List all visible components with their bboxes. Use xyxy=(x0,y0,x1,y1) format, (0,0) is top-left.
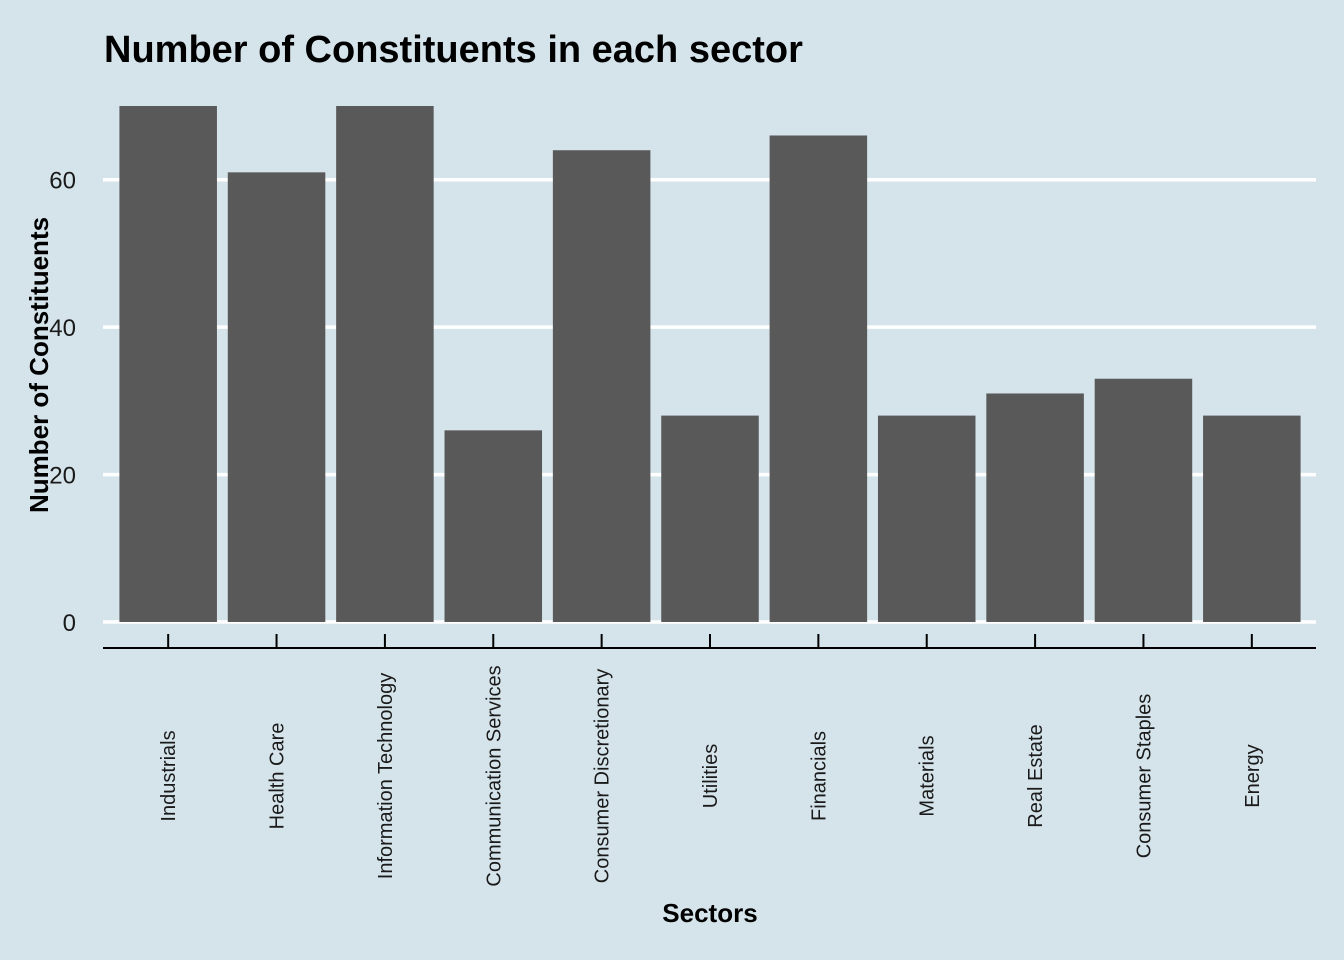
x-tick-label: Consumer Discretionary xyxy=(592,669,614,884)
x-ticks: Industrials Health Care Information Techno… xyxy=(158,634,1264,887)
x-axis: Industrials Health Care Information Techno… xyxy=(103,634,1316,887)
bar-utilities xyxy=(661,415,759,622)
bar-communication-services xyxy=(444,430,543,622)
x-tick-label: Energy xyxy=(1242,744,1264,807)
x-tick-label: Communication Services xyxy=(483,665,505,886)
bars xyxy=(119,106,1301,623)
x-axis-title: Sectors xyxy=(662,898,757,928)
bar-consumer-discretionary xyxy=(552,150,651,622)
y-axis: 0 20 40 60 xyxy=(49,168,76,637)
bar-financials xyxy=(769,135,868,622)
x-tick-label: Utilities xyxy=(700,744,722,808)
x-tick-label: Materials xyxy=(917,735,939,816)
bar-information-technology xyxy=(336,106,434,622)
x-tick-label: Real Estate xyxy=(1025,724,1047,827)
y-tick-labels: 0 20 40 60 xyxy=(49,168,76,637)
x-tick-label: Financials xyxy=(808,731,830,821)
bar-energy xyxy=(1203,415,1301,622)
y-axis-title: Number of Constituents xyxy=(24,217,54,513)
bar-real-estate xyxy=(986,393,1084,622)
y-tick-label: 40 xyxy=(49,315,76,342)
chart-title: Number of Constituents in each sector xyxy=(104,29,803,71)
y-tick-label: 20 xyxy=(49,463,76,490)
x-tick-label: Industrials xyxy=(158,730,180,821)
y-tick-label: 0 xyxy=(63,610,76,637)
y-tick-label: 60 xyxy=(49,168,76,195)
bar-materials xyxy=(877,415,976,622)
x-tick-label: Consumer Staples xyxy=(1133,694,1155,859)
x-tick-label: Health Care xyxy=(267,723,289,830)
bar-health-care xyxy=(227,172,326,623)
bar-industrials xyxy=(119,106,217,622)
bar-consumer-staples xyxy=(1094,378,1193,622)
x-tick-label: Information Technology xyxy=(375,673,397,879)
